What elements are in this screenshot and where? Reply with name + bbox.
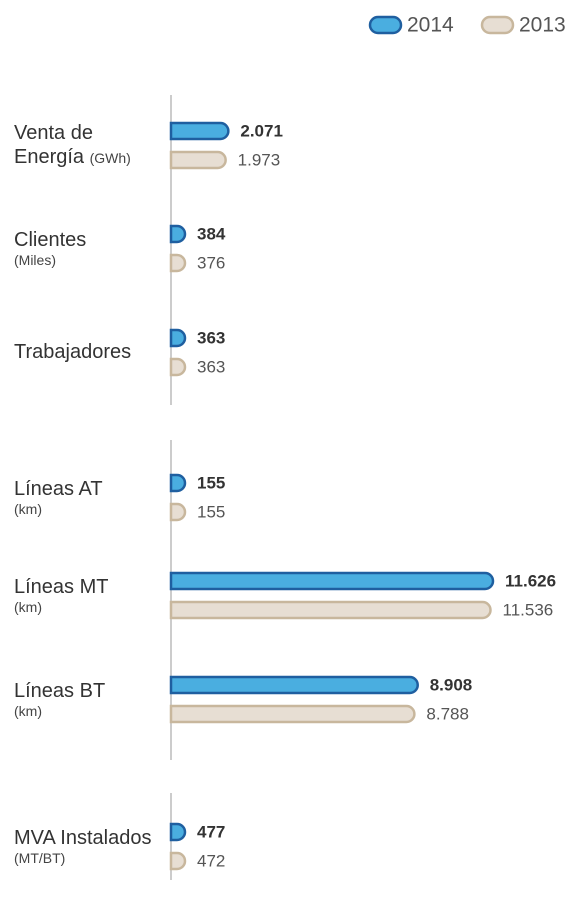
category-name: Trabajadores <box>14 341 132 363</box>
value-label: 11.536 <box>503 600 554 619</box>
category-unit: (km) <box>14 703 42 719</box>
bar <box>169 224 187 244</box>
bar <box>169 253 187 273</box>
legend-label: 2014 <box>407 14 454 37</box>
value-label: 1.973 <box>238 150 281 169</box>
bar <box>169 328 187 348</box>
bar <box>169 357 187 377</box>
category-unit: (km) <box>14 501 42 517</box>
category-name: Venta de Energía <box>14 121 93 168</box>
category-label: Clientes (Miles) <box>14 228 164 268</box>
category-unit: (Miles) <box>14 252 56 268</box>
bar <box>169 473 187 493</box>
value-label: 363 <box>197 328 225 347</box>
value-label: 2.071 <box>240 121 283 140</box>
category-label: Trabajadores <box>14 340 164 364</box>
category-label: Líneas BT (km) <box>14 679 164 719</box>
bar <box>169 851 187 871</box>
value-label: 384 <box>197 224 226 243</box>
bar <box>169 502 187 522</box>
category-name: Líneas BT <box>14 680 106 702</box>
value-label: 363 <box>197 357 225 376</box>
value-label: 472 <box>197 851 225 870</box>
value-label: 8.788 <box>426 704 469 723</box>
value-label: 11.626 <box>505 571 556 590</box>
bar <box>169 600 492 620</box>
bar <box>169 150 227 170</box>
category-name: MVA Instalados <box>14 827 152 849</box>
category-label: Líneas MT (km) <box>14 575 164 615</box>
bar <box>169 704 416 724</box>
category-name: Líneas MT <box>14 576 109 598</box>
value-label: 376 <box>197 253 225 272</box>
category-label: Venta de Energía (GWh) <box>14 121 164 170</box>
value-label: 155 <box>197 502 225 521</box>
value-label: 8.908 <box>430 675 473 694</box>
bar <box>169 675 419 695</box>
category-name: Líneas AT <box>14 478 103 500</box>
category-label: Líneas AT (km) <box>14 477 164 517</box>
legend-swatch <box>480 15 515 35</box>
category-name: Clientes <box>14 229 87 251</box>
bar <box>169 121 230 141</box>
category-unit: (km) <box>14 599 42 615</box>
category-unit: (GWh) <box>89 149 131 166</box>
bar <box>169 571 495 591</box>
value-label: 477 <box>197 822 225 841</box>
legend-swatch <box>368 15 403 35</box>
legend-label: 2013 <box>519 14 566 37</box>
value-label: 155 <box>197 473 225 492</box>
category-label: MVA Instalados (MT/BT) <box>14 826 164 866</box>
category-unit: (MT/BT) <box>14 850 66 866</box>
bar <box>169 822 187 842</box>
